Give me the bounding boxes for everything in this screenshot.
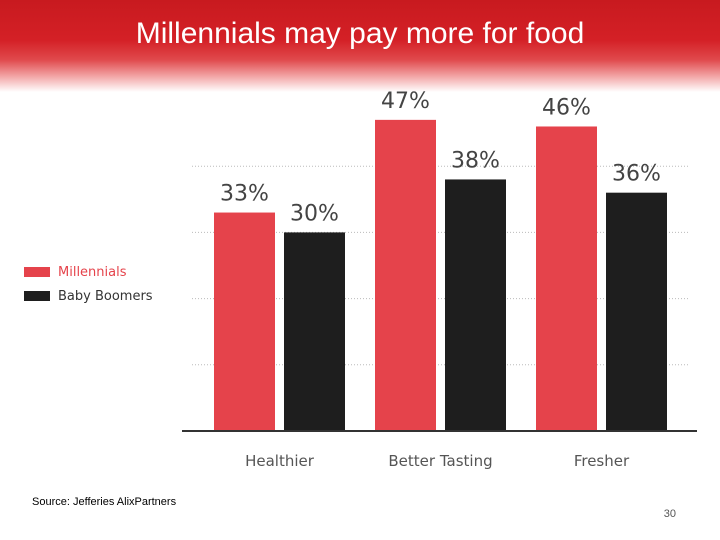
chart-legend: Millennials Baby Boomers (24, 260, 153, 308)
data-label: 47% (381, 89, 430, 114)
legend-swatch-baby-boomers (24, 291, 50, 301)
data-labels: 33% 30% 47% 38% 46% 36% (220, 89, 661, 227)
bar-baby-boomers-better-tasting (445, 179, 506, 431)
bar-baby-boomers-fresher (606, 192, 667, 431)
data-label: 46% (542, 95, 591, 120)
source-note: Source: Jefferies AlixPartners (32, 496, 177, 508)
slide-title: Millennials may pay more for food (135, 17, 585, 50)
legend-item-millennials: Millennials (24, 260, 153, 284)
data-label: 33% (220, 182, 269, 207)
legend-label-millennials: Millennials (58, 264, 127, 280)
category-label: Fresher (574, 452, 630, 470)
legend-label-baby-boomers: Baby Boomers (58, 288, 153, 304)
legend-swatch-millennials (24, 267, 50, 277)
data-label: 30% (290, 201, 339, 226)
data-label: 38% (451, 148, 500, 173)
bar-millennials-fresher (536, 126, 597, 431)
title-banner (0, 0, 720, 92)
bar-baby-boomers-healthier (284, 232, 345, 431)
page-number: 30 (663, 508, 676, 520)
bar-millennials-better-tasting (375, 119, 436, 432)
data-label: 36% (612, 162, 661, 187)
category-label: Healthier (245, 452, 315, 470)
category-label: Better Tasting (388, 452, 492, 470)
category-labels: Healthier Better Tasting Fresher (245, 452, 630, 470)
bars (214, 119, 667, 432)
legend-item-baby-boomers: Baby Boomers (24, 284, 153, 308)
bar-millennials-healthier (214, 212, 275, 431)
